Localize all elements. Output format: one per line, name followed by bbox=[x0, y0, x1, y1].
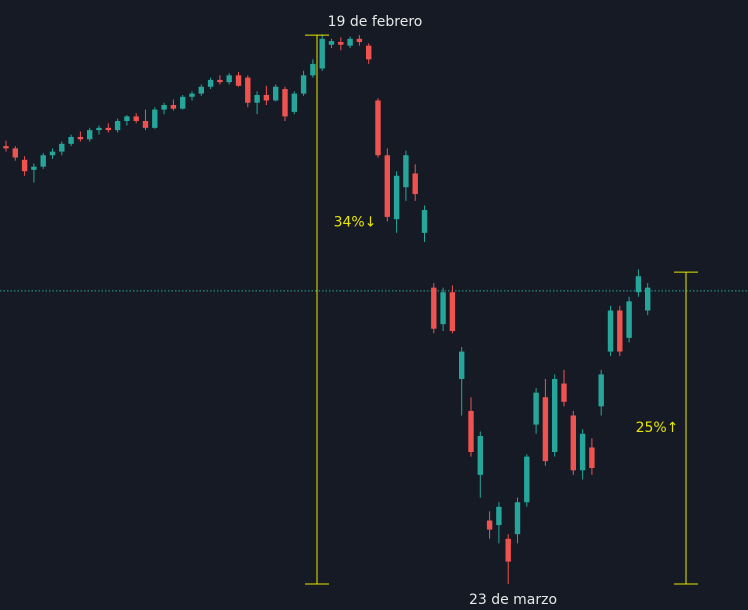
candle-body bbox=[319, 38, 325, 69]
candle-body bbox=[161, 105, 167, 110]
candle-body bbox=[31, 166, 37, 170]
candle-body bbox=[291, 93, 297, 112]
candle-body bbox=[431, 287, 437, 329]
candle-body bbox=[393, 175, 400, 220]
candle-body bbox=[645, 287, 651, 311]
candle-body bbox=[524, 456, 530, 503]
candle-body bbox=[375, 100, 381, 156]
candle-body bbox=[189, 93, 195, 97]
measure-label: 25%↑ bbox=[636, 420, 679, 436]
candle-body bbox=[477, 436, 483, 475]
candle-body bbox=[617, 310, 623, 352]
candle-body bbox=[552, 378, 558, 453]
candle-body bbox=[12, 148, 18, 158]
candle-body bbox=[282, 89, 288, 117]
candle-body bbox=[356, 38, 363, 43]
candle-body bbox=[198, 86, 204, 94]
candle-body bbox=[40, 155, 46, 167]
trough-label: 23 de marzo bbox=[469, 592, 557, 608]
candle-body bbox=[310, 63, 316, 76]
candle-body bbox=[226, 75, 232, 83]
candle-body bbox=[635, 276, 642, 293]
candle-body bbox=[626, 301, 632, 338]
candle-body bbox=[170, 105, 177, 109]
candle-body bbox=[579, 433, 586, 471]
candle-body bbox=[542, 397, 549, 462]
candle-body bbox=[514, 502, 521, 535]
candle-body bbox=[263, 94, 270, 101]
candle-body bbox=[152, 109, 158, 128]
candle-body bbox=[180, 96, 186, 109]
candle-body bbox=[133, 116, 139, 121]
candle-body bbox=[68, 136, 74, 144]
candle-body bbox=[347, 38, 353, 46]
candle-body bbox=[328, 41, 335, 45]
candle-body bbox=[449, 292, 456, 332]
candle-body bbox=[533, 392, 539, 425]
candle-body bbox=[607, 310, 614, 352]
candle-body bbox=[245, 77, 251, 103]
candle-body bbox=[254, 94, 260, 103]
candle-body bbox=[598, 374, 604, 407]
candle-body bbox=[235, 75, 242, 86]
candle-body bbox=[217, 79, 223, 83]
candle-body bbox=[421, 210, 428, 233]
candle-body bbox=[300, 75, 307, 94]
candle-body bbox=[561, 383, 567, 402]
candle-body bbox=[124, 116, 130, 121]
candle-body bbox=[114, 120, 121, 131]
candle-body bbox=[468, 410, 474, 453]
candle-body bbox=[366, 45, 372, 60]
measure-label: 34%↓ bbox=[334, 215, 377, 231]
candle-body bbox=[49, 151, 56, 156]
candle-body bbox=[96, 127, 102, 131]
candle-body bbox=[207, 79, 214, 87]
candle-body bbox=[440, 292, 446, 325]
peak-label: 19 de febrero bbox=[328, 14, 423, 30]
candle-body bbox=[496, 506, 502, 526]
candle-body bbox=[459, 351, 465, 379]
candle-body bbox=[589, 447, 595, 469]
candle-body bbox=[105, 127, 111, 131]
candle-body bbox=[570, 415, 576, 471]
candle-body bbox=[59, 143, 65, 152]
candle-body bbox=[142, 120, 149, 128]
candle-body bbox=[3, 146, 9, 149]
candle-body bbox=[338, 42, 344, 45]
candle-body bbox=[384, 155, 390, 217]
candle-body bbox=[486, 520, 493, 530]
candle-body bbox=[273, 86, 279, 101]
candle-body bbox=[505, 538, 511, 562]
candle-body bbox=[403, 155, 409, 188]
candle-body bbox=[412, 173, 418, 195]
candle-body bbox=[77, 136, 84, 140]
candle-body bbox=[87, 130, 93, 140]
candle-body bbox=[21, 159, 28, 172]
